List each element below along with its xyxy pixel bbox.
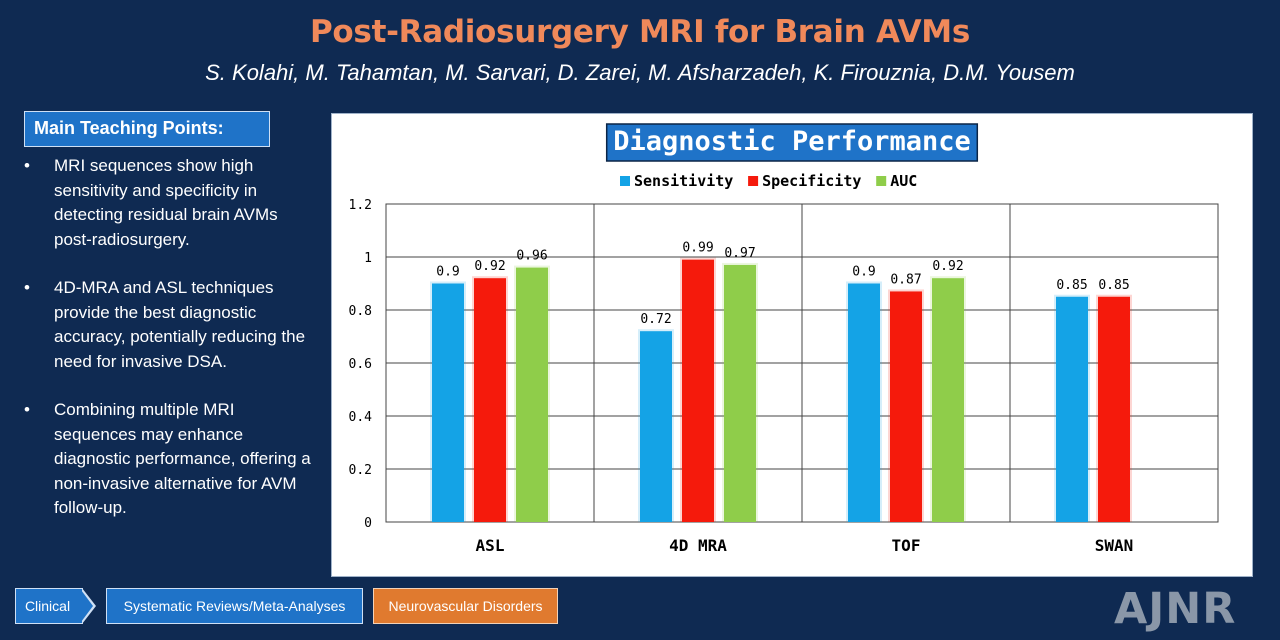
y-tick-label: 0.8: [349, 304, 372, 319]
data-label: 0.99: [682, 241, 713, 256]
ajnr-logo: AJNR: [1114, 584, 1237, 634]
chart-title-box: [605, 123, 979, 162]
chevron-right-icon-fill: [81, 589, 93, 622]
bar: [724, 264, 756, 522]
bullet-icon: •: [24, 156, 30, 175]
chart-title: Diagnostic Performance: [613, 126, 971, 157]
data-label: 0.9: [852, 265, 875, 280]
teaching-points-heading: Main Teaching Points:: [24, 111, 270, 147]
data-label: 0.97: [724, 246, 755, 261]
bullet-icon: •: [24, 400, 30, 419]
legend-label: Sensitivity: [634, 172, 733, 190]
bar: [1056, 296, 1088, 522]
y-tick-label: 0: [364, 516, 372, 531]
legend-label: AUC: [890, 172, 917, 190]
chart-panel: Diagnostic Performance Sensitivity Specifi…: [331, 113, 1253, 577]
y-tick-label: 1: [364, 251, 372, 266]
bar: [890, 291, 922, 522]
bullet-icon: •: [24, 278, 30, 297]
tag-clinical[interactable]: Clinical: [15, 588, 83, 624]
x-tick-label: SWAN: [1095, 536, 1134, 555]
legend-swatch: [620, 176, 630, 186]
legend-label: Specificity: [762, 172, 861, 190]
teaching-point: • MRI sequences show high sensitivity and…: [20, 154, 320, 252]
authors-line: S. Kolahi, M. Tahamtan, M. Sarvari, D. Z…: [205, 60, 1075, 85]
bar: [932, 278, 964, 522]
tag-neurovascular[interactable]: Neurovascular Disorders: [373, 588, 558, 624]
teaching-point-text: 4D-MRA and ASL techniques provide the be…: [54, 278, 306, 371]
x-tick-label: ASL: [476, 536, 505, 555]
data-label: 0.9: [436, 265, 459, 280]
bar: [640, 331, 672, 522]
teaching-point: • 4D-MRA and ASL techniques provide the b…: [20, 276, 320, 374]
y-tick-label: 1.2: [349, 198, 372, 213]
bar-chart: Diagnostic Performance Sensitivity Specifi…: [349, 123, 1219, 555]
data-label: 0.96: [516, 249, 547, 264]
y-tick-label: 0.6: [349, 357, 372, 372]
data-label: 0.92: [474, 259, 505, 274]
tag-systematic-reviews[interactable]: Systematic Reviews/Meta-Analyses: [106, 588, 363, 624]
data-label: 0.72: [640, 312, 671, 327]
legend-swatch: [876, 176, 887, 186]
teaching-points-list: • MRI sequences show high sensitivity and…: [20, 154, 320, 545]
data-label: 0.85: [1056, 278, 1087, 293]
legend-swatch: [748, 176, 759, 186]
data-label: 0.85: [1098, 278, 1129, 293]
bar: [848, 283, 880, 522]
y-tick-label: 0.4: [349, 410, 373, 425]
bar: [516, 267, 548, 522]
x-tick-label: TOF: [892, 536, 921, 555]
x-tick-label: 4D MRA: [669, 536, 727, 555]
bar: [474, 278, 506, 522]
teaching-point-text: Combining multiple MRI sequences may enh…: [54, 400, 311, 517]
data-label: 0.87: [890, 272, 921, 287]
bar: [432, 283, 464, 522]
teaching-point: • Combining multiple MRI sequences may en…: [20, 398, 320, 521]
page-title: Post-Radiosurgery MRI for Brain AVMs: [310, 14, 970, 50]
data-label: 0.92: [932, 259, 963, 274]
y-tick-label: 0.2: [349, 463, 372, 478]
bar: [1098, 296, 1130, 522]
bar: [682, 259, 714, 522]
teaching-point-text: MRI sequences show high sensitivity and …: [54, 156, 278, 249]
